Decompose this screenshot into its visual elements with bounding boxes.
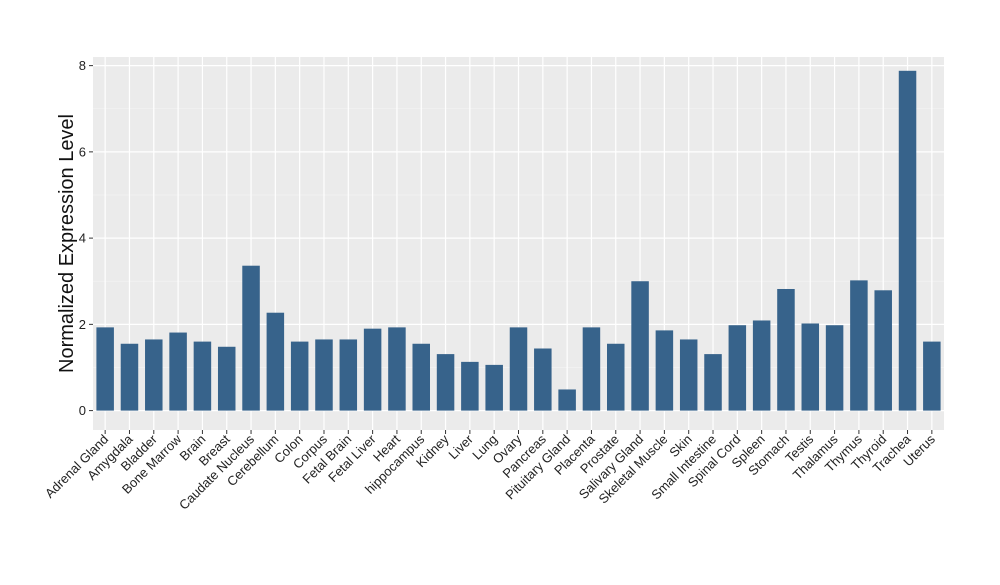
bar: [923, 341, 941, 411]
bar: [485, 364, 503, 411]
bar: [509, 327, 528, 411]
bar: [436, 354, 455, 411]
y-tick-label: 0: [79, 403, 86, 418]
bar: [777, 288, 795, 411]
y-axis: 0 2 4 6 8: [79, 58, 93, 418]
bar: [801, 323, 820, 411]
bar: [655, 330, 674, 411]
bar: [874, 290, 892, 411]
bar: [898, 70, 917, 411]
bar: [266, 312, 285, 411]
bar: [679, 339, 698, 411]
bar: [339, 339, 358, 411]
bar: [388, 327, 406, 411]
bar: [290, 341, 309, 411]
bar: [315, 339, 333, 411]
bar: [145, 339, 163, 411]
bar: [631, 281, 649, 411]
bar: [850, 280, 868, 411]
bar: [728, 325, 747, 411]
y-tick-label: 4: [79, 231, 86, 246]
bars: [96, 70, 941, 411]
bar: [363, 328, 382, 411]
bar: [704, 354, 722, 411]
y-tick-label: 2: [79, 317, 86, 332]
x-tick-label: Liver: [445, 431, 476, 462]
bar: [242, 265, 260, 411]
bar: [217, 346, 236, 411]
bar: [193, 341, 212, 411]
bar: [558, 389, 576, 411]
bar: [582, 327, 601, 411]
bar: [534, 348, 552, 411]
y-tick-label: 6: [79, 144, 86, 159]
y-tick-label: 8: [79, 58, 86, 73]
bar: [461, 361, 479, 411]
bar: [412, 343, 430, 411]
bar: [825, 325, 844, 411]
bar: [752, 320, 771, 411]
bar: [607, 343, 625, 411]
bar: [96, 327, 114, 411]
bar: [169, 332, 187, 411]
y-axis-title: Normalized Expression Level: [56, 114, 78, 373]
bar: [120, 343, 139, 411]
